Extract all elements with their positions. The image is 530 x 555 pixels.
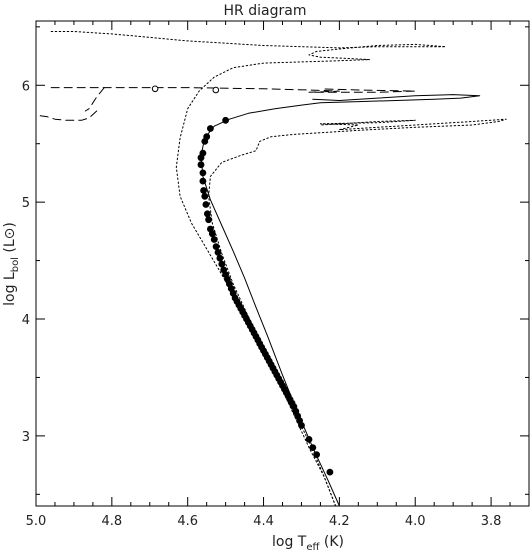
filled-point-18 <box>214 249 222 256</box>
track-dashed-1 <box>39 110 98 121</box>
filled-point-16 <box>210 236 218 243</box>
x-tick-label: 4.2 <box>329 514 350 529</box>
x-tick-label: 4.4 <box>253 514 274 529</box>
filled-point-13 <box>205 216 213 224</box>
filled-point-66 <box>326 468 334 476</box>
track-dashed-3 <box>84 87 105 112</box>
filled-point-15 <box>208 230 216 238</box>
open-point-1 <box>212 86 220 94</box>
filled-point-20 <box>218 260 226 268</box>
markers-layer <box>151 85 334 476</box>
x-axis-title: log Teff (K) <box>272 534 344 553</box>
y-axis-title-main: log L <box>2 272 18 306</box>
plot-frame <box>35 20 530 507</box>
filled-point-5 <box>197 154 205 162</box>
y-axis-title: log Lbol (L⊙) <box>2 222 21 306</box>
x-tick-label: 4.0 <box>405 514 426 529</box>
x-axis: 5.0 4.8 4.6 4.4 4.2 4.0 3.8 <box>26 21 511 529</box>
x-axis-title-main: log T <box>272 534 307 550</box>
x-tick-label: 5.0 <box>26 514 47 529</box>
y-tick-label: 5 <box>22 196 30 211</box>
track-dotted-4 <box>50 31 447 507</box>
y-tick-label: 3 <box>22 430 30 445</box>
filled-point-17 <box>212 243 220 251</box>
filled-point-64 <box>309 444 317 451</box>
filled-point-8 <box>199 177 207 185</box>
filled-point-62 <box>298 422 305 429</box>
filled-point-12 <box>204 210 211 218</box>
filled-point-63 <box>305 436 313 443</box>
x-axis-title-sub: eff <box>306 542 320 553</box>
filled-point-11 <box>202 201 210 208</box>
series-layer <box>39 31 507 507</box>
y-tick-label: 4 <box>22 313 30 328</box>
filled-point-0 <box>222 116 230 124</box>
track-solid-0 <box>200 94 481 507</box>
x-axis-title-unit: (K) <box>319 534 344 550</box>
track-dotted-5 <box>208 118 507 507</box>
filled-point-9 <box>200 187 208 194</box>
filled-point-7 <box>199 169 207 177</box>
y-axis-title-sub: bol <box>10 257 21 272</box>
x-tick-label: 4.6 <box>177 514 198 529</box>
filled-point-1 <box>207 125 214 132</box>
x-tick-label: 4.8 <box>102 514 123 529</box>
chart-title: HR diagram <box>224 3 307 19</box>
y-axis-title-unit: (L⊙) <box>2 222 18 257</box>
filled-point-6 <box>197 161 205 169</box>
y-axis: 3 4 5 6 <box>22 26 529 495</box>
filled-point-19 <box>216 254 224 262</box>
filled-point-10 <box>201 192 209 200</box>
y-tick-label: 6 <box>22 79 30 94</box>
filled-point-3 <box>201 138 209 145</box>
track-dashed-2 <box>50 87 416 93</box>
x-tick-label: 3.8 <box>481 514 502 529</box>
open-point-0 <box>151 85 159 93</box>
filled-point-65 <box>313 451 320 458</box>
